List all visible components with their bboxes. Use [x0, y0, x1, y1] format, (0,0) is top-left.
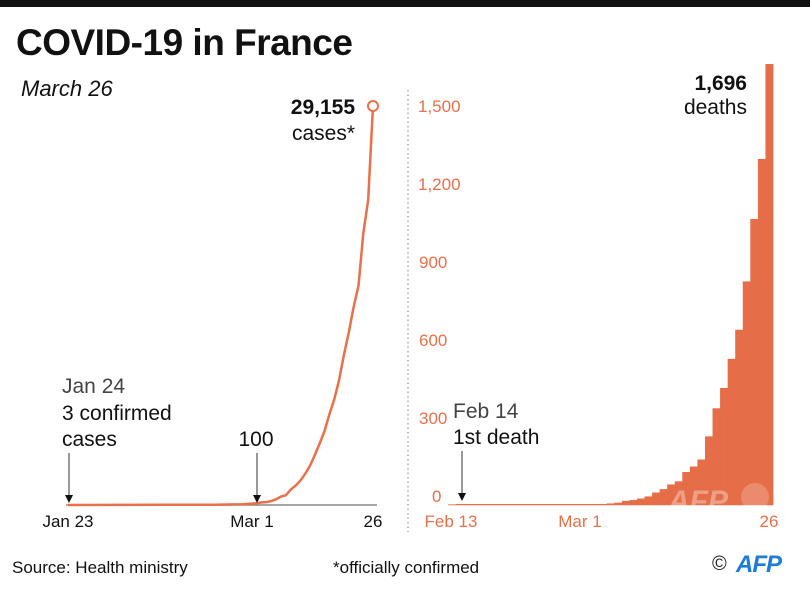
first-case-date: Jan 24 [62, 375, 125, 398]
deaths-bar-mar-13 [667, 484, 676, 505]
deaths-y-tick-300: 300 [419, 409, 447, 428]
footnote: *officially confirmed [333, 558, 480, 577]
deaths-bar-mar-16 [689, 466, 698, 505]
deaths-bar-mar-22 [735, 329, 744, 505]
deaths-x-tick-end: 26 [760, 512, 779, 531]
top-rule [0, 0, 810, 7]
deaths-y-tick-0: 0 [432, 487, 441, 506]
first-case-line1: 3 confirmed [62, 402, 172, 425]
page-title: COVID-19 in France [16, 22, 353, 63]
deaths-bar-mar-12 [659, 489, 668, 505]
first-case-line2: cases [62, 428, 117, 451]
deaths-bar-mar-4 [599, 503, 608, 505]
deaths-chart: 0 300 600 900 1,200 1,500 AFP 1,696 deaths Fe… [418, 64, 778, 531]
deaths-bars [448, 64, 774, 505]
deaths-y-ticks: 0 300 600 900 1,200 1,500 [418, 97, 461, 506]
deaths-bar-mar-23 [742, 281, 751, 505]
deaths-bar-mar-3 [591, 503, 600, 505]
first-death-arrowhead [458, 493, 466, 501]
deaths-bar-mar-20 [720, 388, 729, 505]
deaths-bar-mar-11 [652, 492, 661, 505]
deaths-bar-mar-25 [757, 158, 766, 505]
deaths-bar-mar-14 [674, 481, 683, 505]
deaths-bar-mar-17 [697, 459, 706, 505]
source-note: Source: Health ministry [12, 558, 188, 577]
watermark-globe-icon [741, 483, 769, 511]
deaths-bar-mar-10 [644, 496, 653, 505]
deaths-end-label: deaths [684, 96, 747, 119]
deaths-bar-mar-5 [606, 503, 615, 505]
copyright-icon: © [712, 553, 727, 575]
date-subtitle: March 26 [21, 76, 113, 101]
deaths-x-tick-mar1: Mar 1 [558, 512, 601, 531]
deaths-bar-mar-21 [727, 358, 736, 505]
cases-x-tick-mar1: Mar 1 [230, 512, 273, 531]
cases-end-value: 29,155 [291, 96, 356, 119]
deaths-y-tick-1200: 1,200 [418, 175, 461, 194]
deaths-bar-mar-26 [765, 64, 774, 505]
deaths-bar-mar-6 [614, 502, 623, 505]
cases-chart: 29,155 cases* Jan 24 3 confirmed cases 1… [42, 96, 382, 531]
deaths-bar-mar-8 [629, 500, 638, 505]
cases-x-tick-end: 26 [364, 512, 383, 531]
hundred-cases-arrowhead [253, 495, 261, 503]
first-death-label: 1st death [453, 426, 539, 449]
deaths-y-tick-900: 900 [419, 253, 447, 272]
deaths-bar-mar-19 [712, 408, 721, 505]
deaths-y-tick-600: 600 [419, 331, 447, 350]
deaths-bar-mar-18 [704, 436, 713, 505]
first-case-arrowhead [65, 495, 73, 503]
deaths-bar-mar-7 [621, 500, 630, 505]
deaths-end-value: 1,696 [694, 72, 747, 95]
watermark-text: AFP [667, 485, 729, 518]
cases-end-marker [367, 100, 379, 112]
cases-x-tick-start: Jan 23 [42, 512, 93, 531]
deaths-x-tick-start: Feb 13 [425, 512, 478, 531]
cases-end-label: cases* [292, 122, 355, 145]
first-death-date: Feb 14 [453, 400, 519, 423]
deaths-bar-mar-15 [682, 471, 691, 505]
deaths-bar-mar-24 [750, 219, 759, 505]
afp-watermark: AFP [667, 483, 769, 518]
afp-logo: AFP [736, 551, 782, 578]
deaths-y-tick-1500: 1,500 [418, 97, 461, 116]
cases-line [68, 105, 375, 507]
deaths-bar-mar-9 [636, 498, 645, 505]
hundred-cases-label: 100 [238, 428, 273, 451]
